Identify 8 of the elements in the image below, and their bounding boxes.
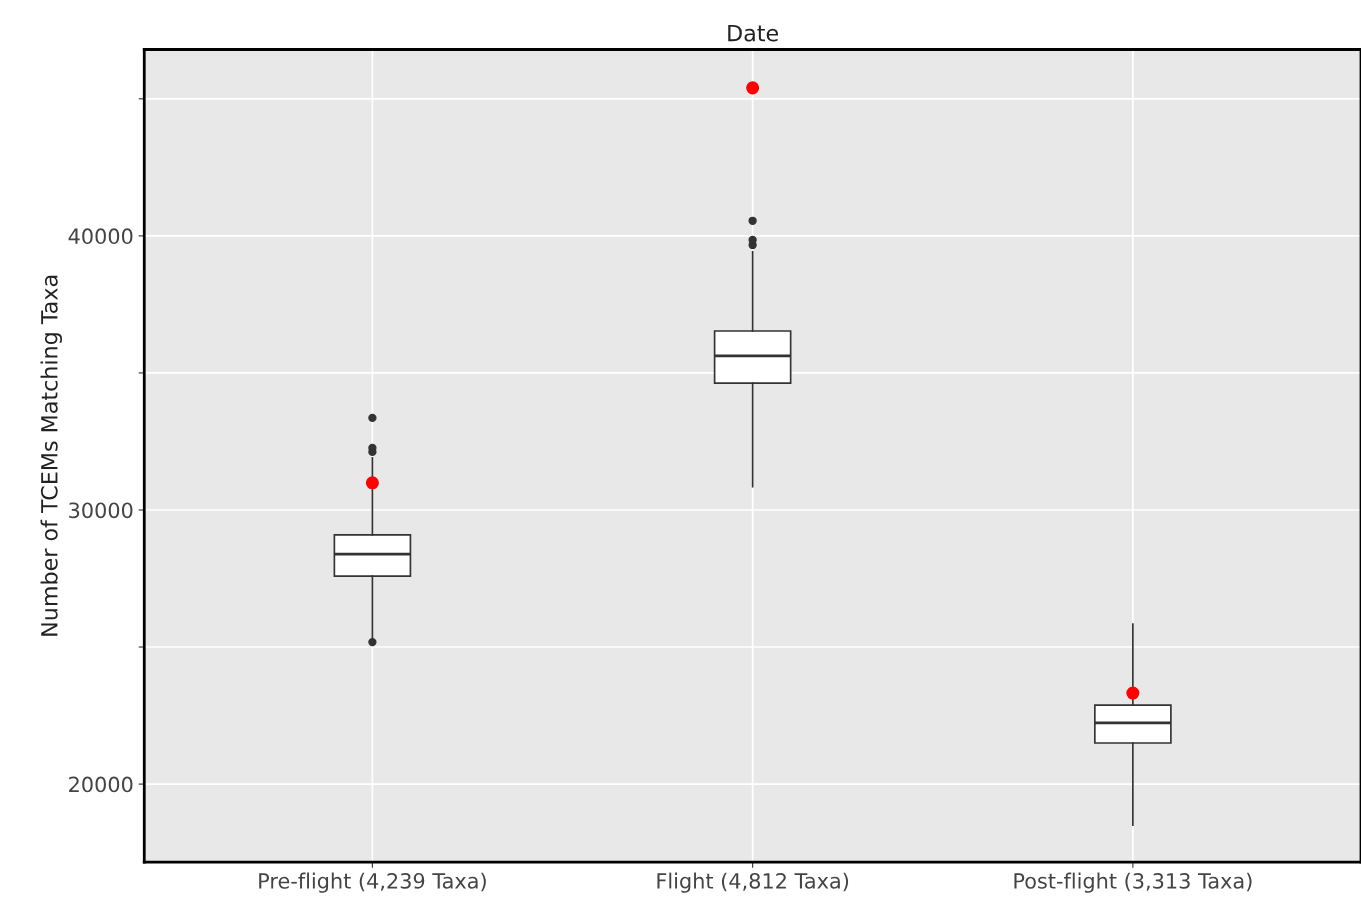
x-tick-label: Post-flight (3,313 Taxa) xyxy=(1014,872,1252,893)
y-tick-label: 20000 xyxy=(69,776,133,793)
x-tick-label: Pre-flight (4,239 Taxa) xyxy=(259,872,486,893)
chart-title: Date xyxy=(728,24,779,42)
y-tick-label: 30000 xyxy=(69,502,133,519)
y-axis-title: Number of TCEMs Matching Taxa xyxy=(40,275,63,636)
x-tick-label: Flight (4,812 Taxa) xyxy=(657,872,849,893)
y-tick-label: 40000 xyxy=(68,228,133,245)
